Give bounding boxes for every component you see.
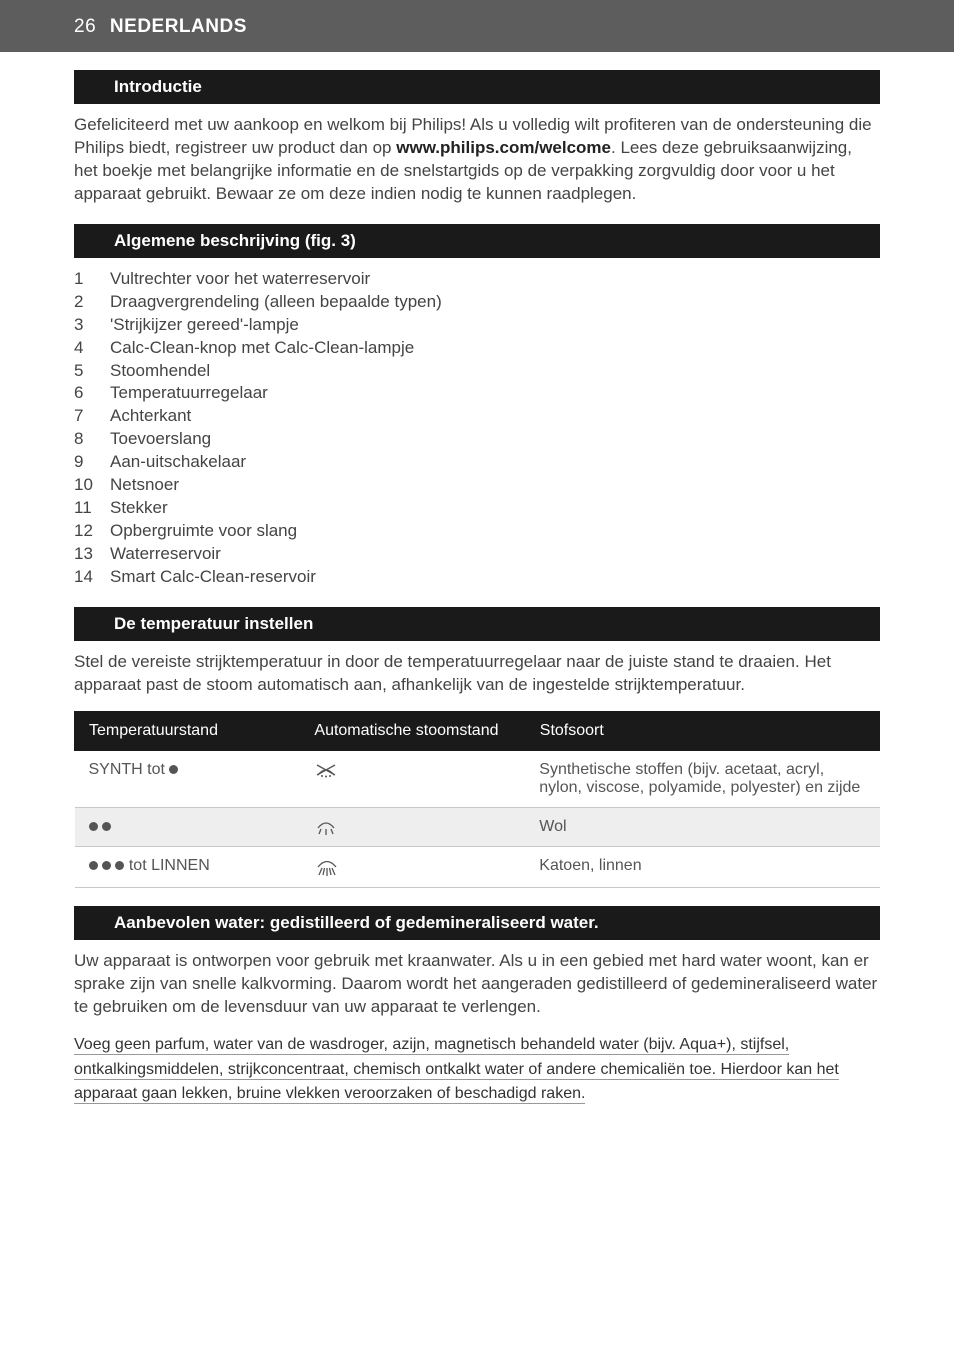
table-header-cell: Temperatuurstand [75, 711, 300, 750]
fabric-cell: Katoen, linnen [525, 846, 879, 887]
list-item-number: 10 [74, 474, 96, 497]
list-item: 9 Aan-uitschakelaar [74, 451, 880, 474]
list-item-number: 4 [74, 337, 96, 360]
list-item: 2 Draagvergrendeling (alleen bepaalde typ… [74, 291, 880, 314]
list-item: 5 Stoomhendel [74, 360, 880, 383]
list-item: 11 Stekker [74, 497, 880, 520]
section-heading-overview: Algemene beschrijving (fig. 3) [74, 224, 880, 258]
list-item-number: 9 [74, 451, 96, 474]
section-heading-water: Aanbevolen water: gedistilleerd of gedem… [74, 906, 880, 940]
list-item-label: Stekker [110, 497, 168, 520]
list-item-number: 2 [74, 291, 96, 314]
list-item-number: 6 [74, 382, 96, 405]
list-item-label: Waterreservoir [110, 543, 221, 566]
page-header-inner: 26 NEDERLANDS [0, 16, 954, 38]
list-item: 14 Smart Calc-Clean-reservoir [74, 566, 880, 589]
list-item-number: 1 [74, 268, 96, 291]
list-item-number: 12 [74, 520, 96, 543]
overview-list: 1 Vultrechter voor het waterreservoir 2 Dra… [74, 268, 880, 589]
list-item-number: 14 [74, 566, 96, 589]
list-item-number: 5 [74, 360, 96, 383]
setting-cell [75, 807, 300, 846]
list-item-label: Toevoerslang [110, 428, 211, 451]
list-item-number: 13 [74, 543, 96, 566]
table-row: Wol [75, 807, 880, 846]
table-header-cell: Stofsoort [525, 711, 879, 750]
list-item-label: Temperatuurregelaar [110, 382, 268, 405]
list-item-label: Aan-uitschakelaar [110, 451, 246, 474]
water-warning: Voeg geen parfum, water van de wasdroger… [74, 1033, 880, 1107]
list-item: 10 Netsnoer [74, 474, 880, 497]
section-heading-intro: Introductie [74, 70, 880, 104]
page-number: 26 [74, 16, 96, 37]
list-item: 8 Toevoerslang [74, 428, 880, 451]
content-area: Introductie Gefeliciteerd met uw aankoop… [0, 70, 954, 1107]
list-item-label: 'Strijkijzer gereed'-lampje [110, 314, 299, 337]
list-item-label: Achterkant [110, 405, 191, 428]
table-header-cell: Automatische stoomstand [300, 711, 525, 750]
water-warning-text: Voeg geen parfum, water van de wasdroger… [74, 1036, 839, 1105]
intro-paragraph: Gefeliciteerd met uw aankoop en welkom b… [74, 114, 880, 206]
list-item-label: Stoomhendel [110, 360, 210, 383]
fabric-cell: Wol [525, 807, 879, 846]
list-item-number: 7 [74, 405, 96, 428]
list-item-number: 3 [74, 314, 96, 337]
list-item-number: 11 [74, 497, 96, 520]
list-item: 3 'Strijkijzer gereed'-lampje [74, 314, 880, 337]
list-item: 13 Waterreservoir [74, 543, 880, 566]
page-header: 26 NEDERLANDS [0, 0, 954, 52]
temperature-paragraph: Stel de vereiste strijktemperatuur in do… [74, 651, 880, 697]
list-item-label: Netsnoer [110, 474, 179, 497]
steam-cell [300, 846, 525, 887]
list-item: 4 Calc-Clean-knop met Calc-Clean-lampje [74, 337, 880, 360]
list-item-label: Smart Calc-Clean-reservoir [110, 566, 316, 589]
list-item-label: Draagvergrendeling (alleen bepaalde type… [110, 291, 442, 314]
steam-cell [300, 807, 525, 846]
steam-cell [300, 750, 525, 807]
list-item-label: Calc-Clean-knop met Calc-Clean-lampje [110, 337, 414, 360]
language-label: NEDERLANDS [110, 16, 247, 37]
fabric-cell: Synthetische stoffen (bijv. acetaat, acr… [525, 750, 879, 807]
list-item: 6 Temperatuurregelaar [74, 382, 880, 405]
table-row: SYNTH tot Synthetische stoffen (bijv. ac… [75, 750, 880, 807]
table-header-row: Temperatuurstand Automatische stoomstand… [75, 711, 880, 750]
setting-cell: tot LINNEN [75, 846, 300, 887]
table-row: tot LINNEN Katoen, linnen [75, 846, 880, 887]
list-item-number: 8 [74, 428, 96, 451]
temperature-table: Temperatuurstand Automatische stoomstand… [74, 711, 880, 888]
section-heading-temperature: De temperatuur instellen [74, 607, 880, 641]
list-item-label: Vultrechter voor het waterreservoir [110, 268, 370, 291]
list-item: 12 Opbergruimte voor slang [74, 520, 880, 543]
setting-cell: SYNTH tot [75, 750, 300, 807]
water-paragraph: Uw apparaat is ontworpen voor gebruik me… [74, 950, 880, 1019]
list-item: 1 Vultrechter voor het waterreservoir [74, 268, 880, 291]
list-item: 7 Achterkant [74, 405, 880, 428]
list-item-label: Opbergruimte voor slang [110, 520, 297, 543]
document-page: 26 NEDERLANDS Introductie Gefeliciteerd … [0, 0, 954, 1147]
